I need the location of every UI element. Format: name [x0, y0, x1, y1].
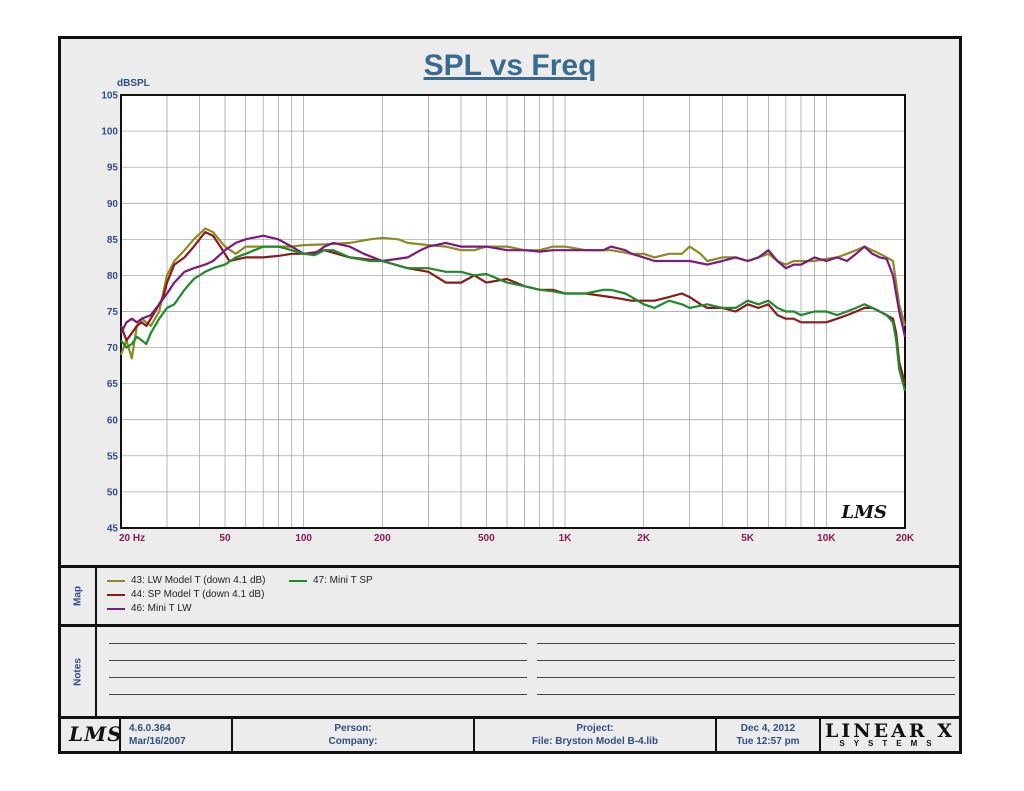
chart-title: SPL vs Freq: [423, 49, 597, 82]
plot-border: [120, 94, 906, 529]
x-tick-label: 1K: [559, 533, 573, 544]
footer: LMS 4.6.0.364 Mar/16/2007 Person: Compan…: [61, 719, 959, 751]
note-line: [109, 660, 527, 661]
footer-version-cell: 4.6.0.364 Mar/16/2007: [121, 719, 233, 751]
y-tick-label: 65: [107, 379, 119, 390]
report-date: Dec 4, 2012: [740, 723, 796, 734]
linearx-logo: LINEAR X SYSTEMS: [821, 719, 959, 751]
note-line: [109, 643, 527, 644]
note-line: [537, 660, 955, 661]
version-date: Mar/16/2007: [129, 736, 186, 747]
legend-swatch: [107, 607, 125, 610]
y-tick-label: 60: [107, 415, 119, 426]
legend-item-43: 43: LW Model T (down 4.1 dB): [107, 575, 266, 586]
file-label: File: Bryston Model B-4.lib: [531, 736, 659, 747]
legend-text: 47: Mini T SP: [313, 575, 373, 586]
linearx-subtitle: SYSTEMS: [839, 739, 941, 748]
project-label: Project:: [576, 723, 614, 734]
y-axis-label: dBSPL: [117, 78, 150, 89]
person-label: Person:: [334, 723, 372, 734]
y-tick-label: 45: [107, 524, 119, 535]
series-line-3: [120, 234, 907, 338]
note-line: [109, 694, 527, 695]
x-tick-label: 20 Hz: [119, 533, 145, 544]
y-tick-label: 100: [101, 127, 118, 138]
series-line-4: [120, 245, 907, 392]
x-tick-label: 500: [478, 533, 495, 544]
legend-swatch: [107, 593, 125, 596]
report-frame: 45 50 55 60 65 70 75 80 85 90 95 100 105 dBSPL 20 Hz 50…: [58, 36, 962, 754]
spl-chart: 45 50 55 60 65 70 75 80 85 90 95 100 105 dBSPL 20 Hz 50…: [101, 78, 915, 544]
legend-item-47: 47: Mini T SP: [289, 575, 373, 586]
x-tick-label: 20K: [896, 533, 915, 544]
series-line-1: [119, 227, 907, 360]
y-tick-label: 70: [107, 343, 119, 354]
footer-logo-cell: LMS: [61, 719, 123, 751]
legend-swatch: [107, 579, 125, 582]
footer-person-cell: Person: Company:: [233, 719, 475, 751]
legend-item-44: 44: SP Model T (down 4.1 dB): [107, 589, 264, 600]
x-tick-label: 100: [295, 533, 312, 544]
x-tick-label: 50: [219, 533, 231, 544]
note-line: [537, 643, 955, 644]
y-tick-label: 105: [101, 91, 118, 102]
note-line: [109, 677, 527, 678]
legend-item-46: 46: Mini T LW: [107, 603, 192, 614]
note-line: [537, 694, 955, 695]
notes-panel: Notes: [61, 627, 959, 719]
legend-swatch: [289, 579, 307, 582]
y-tick-label: 55: [107, 451, 119, 462]
x-tick-label: 200: [374, 533, 391, 544]
linearx-wordmark: LINEAR X: [825, 720, 955, 742]
legend-text: 46: Mini T LW: [131, 603, 192, 614]
footer-date-cell: Dec 4, 2012 Tue 12:57 pm: [717, 719, 821, 751]
legend-text: 43: LW Model T (down 4.1 dB): [131, 575, 266, 586]
chart-panel: 45 50 55 60 65 70 75 80 85 90 95 100 105 dBSPL 20 Hz 50…: [61, 39, 959, 568]
y-tick-label: 80: [107, 271, 119, 282]
footer-project-cell: Project: File: Bryston Model B-4.lib: [475, 719, 717, 751]
y-tick-label: 95: [107, 163, 119, 174]
y-tick-label: 50: [107, 487, 119, 498]
y-tick-label: 85: [107, 235, 119, 246]
y-tick-label: 90: [107, 199, 119, 210]
version-number: 4.6.0.364: [129, 723, 171, 734]
report-time: Tue 12:57 pm: [736, 736, 800, 747]
lms-logo: LMS: [69, 722, 123, 746]
x-tick-label: 5K: [741, 533, 755, 544]
notes-label: Notes: [61, 627, 97, 716]
map-label: Map: [61, 568, 97, 624]
legend-text: 44: SP Model T (down 4.1 dB): [131, 589, 265, 600]
company-label: Company:: [328, 736, 378, 747]
lms-watermark: LMS: [840, 502, 887, 523]
note-line: [537, 677, 955, 678]
map-panel: Map 43: LW Model T (down 4.1 dB) 44: SP …: [61, 568, 959, 627]
x-tick-label: 10K: [817, 533, 836, 544]
x-tick-label: 2K: [637, 533, 651, 544]
y-tick-label: 75: [107, 307, 119, 318]
